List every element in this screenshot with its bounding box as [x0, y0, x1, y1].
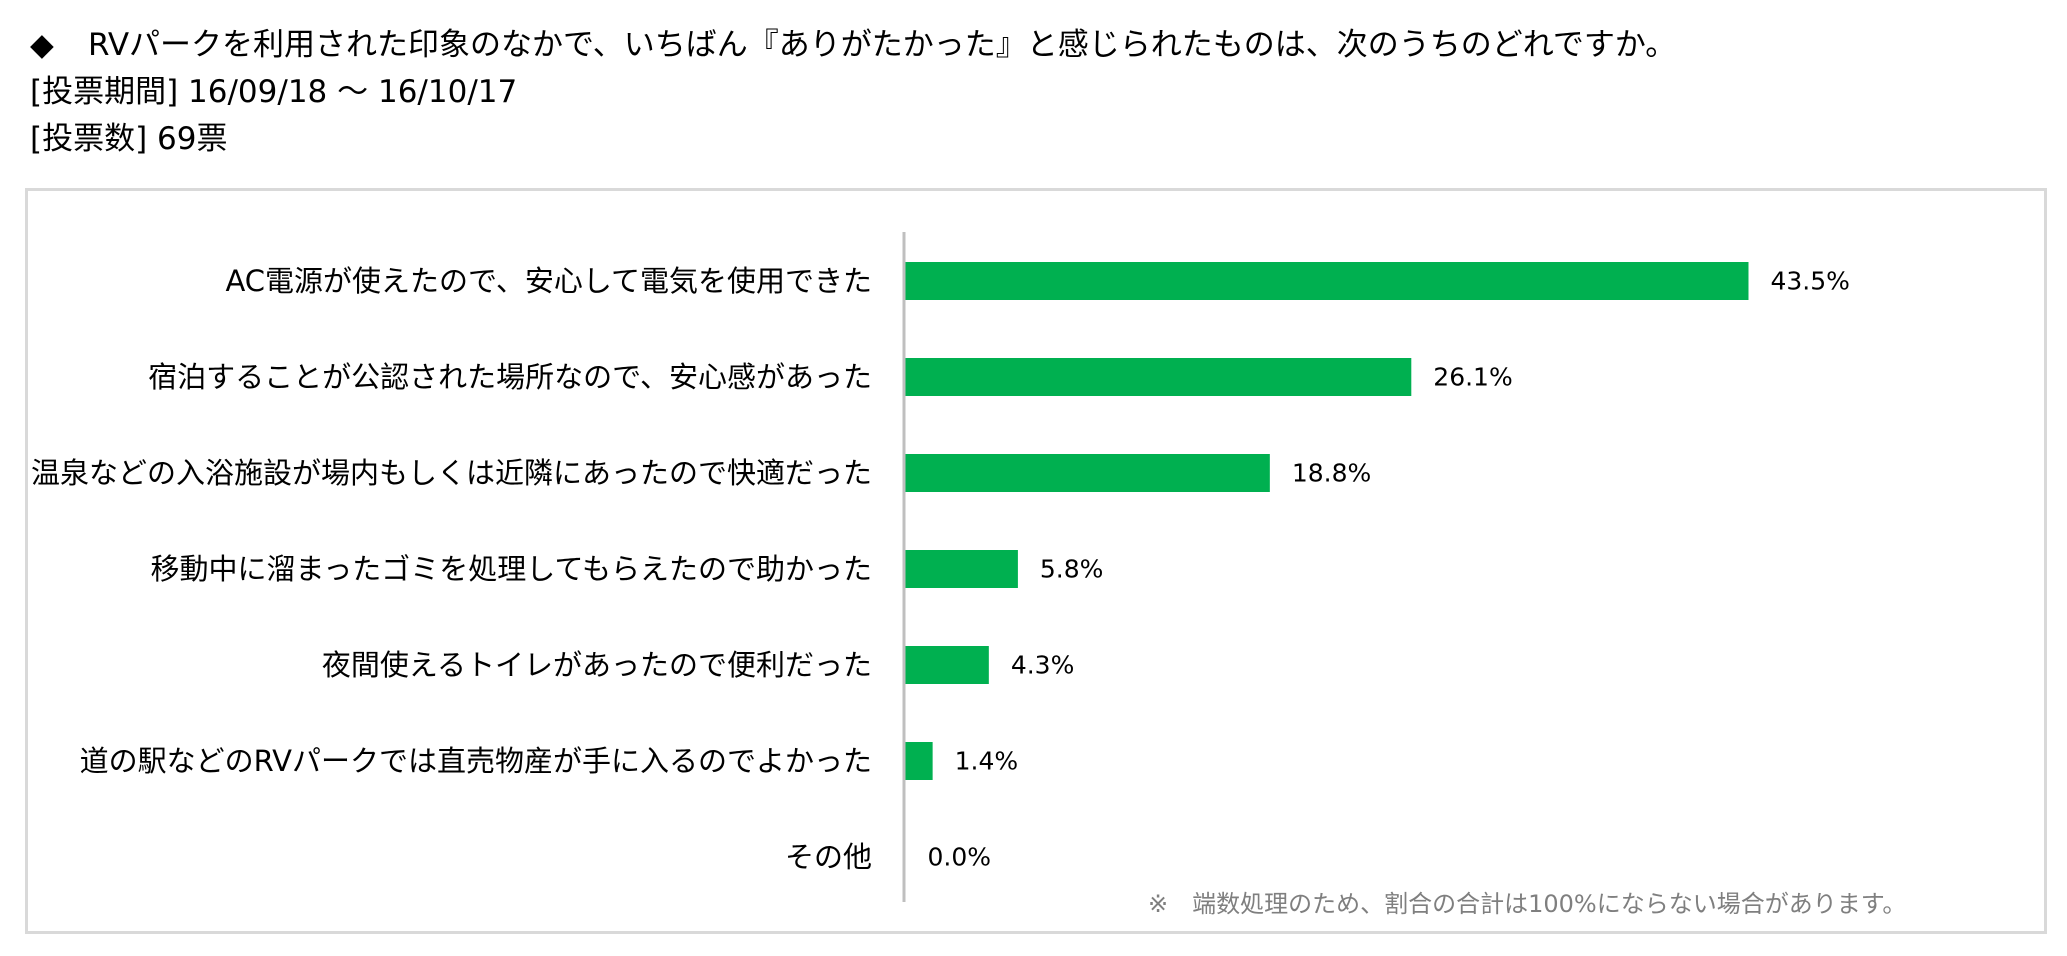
question-text: RVパークを利用された印象のなかで、いちばん『ありがたかった』と感じられたものは…	[88, 27, 1677, 63]
chart-header: ◆ RVパークを利用された印象のなかで、いちばん『ありがたかった』と感じられたもの…	[30, 22, 2030, 163]
data-label: 1.4%	[955, 747, 1019, 776]
bar	[905, 550, 1018, 588]
diamond-marker-icon: ◆	[30, 27, 54, 63]
category-label: 温泉などの入浴施設が場内もしくは近隣にあったので快適だった	[31, 456, 872, 490]
bar	[905, 742, 933, 780]
footnote: ※ 端数処理のため、割合の合計は100%にならない場合があります。	[1148, 890, 1907, 918]
bar	[905, 262, 1749, 300]
category-label: 移動中に溜まったゴミを処理してもらえたので助かった	[150, 552, 872, 586]
vote-count: [投票数] 69票	[30, 121, 228, 157]
question-line: ◆ RVパークを利用された印象のなかで、いちばん『ありがたかった』と感じられたもの…	[30, 22, 2030, 69]
category-label: その他	[785, 840, 872, 874]
data-label: 26.1%	[1433, 363, 1512, 392]
category-label: AC電源が使えたので、安心して電気を使用できた	[225, 264, 872, 298]
bar	[905, 358, 1412, 396]
category-label: 道の駅などのRVパークでは直売物産が手に入るのでよかった	[80, 744, 872, 778]
chart-frame	[25, 188, 2047, 934]
data-label: 18.8%	[1292, 459, 1371, 488]
data-label: 4.3%	[1011, 651, 1075, 680]
bar	[905, 646, 989, 684]
data-label: 43.5%	[1771, 267, 1850, 296]
data-label: 0.0%	[928, 843, 992, 872]
voting-period: [投票期間] 16/09/18 ～ 16/10/17	[30, 74, 518, 110]
data-label: 5.8%	[1040, 555, 1104, 584]
category-label: 夜間使えるトイレがあったので便利だった	[322, 648, 872, 682]
category-label: 宿泊することが公認された場所なので、安心感があった	[148, 360, 872, 394]
bar	[905, 454, 1270, 492]
